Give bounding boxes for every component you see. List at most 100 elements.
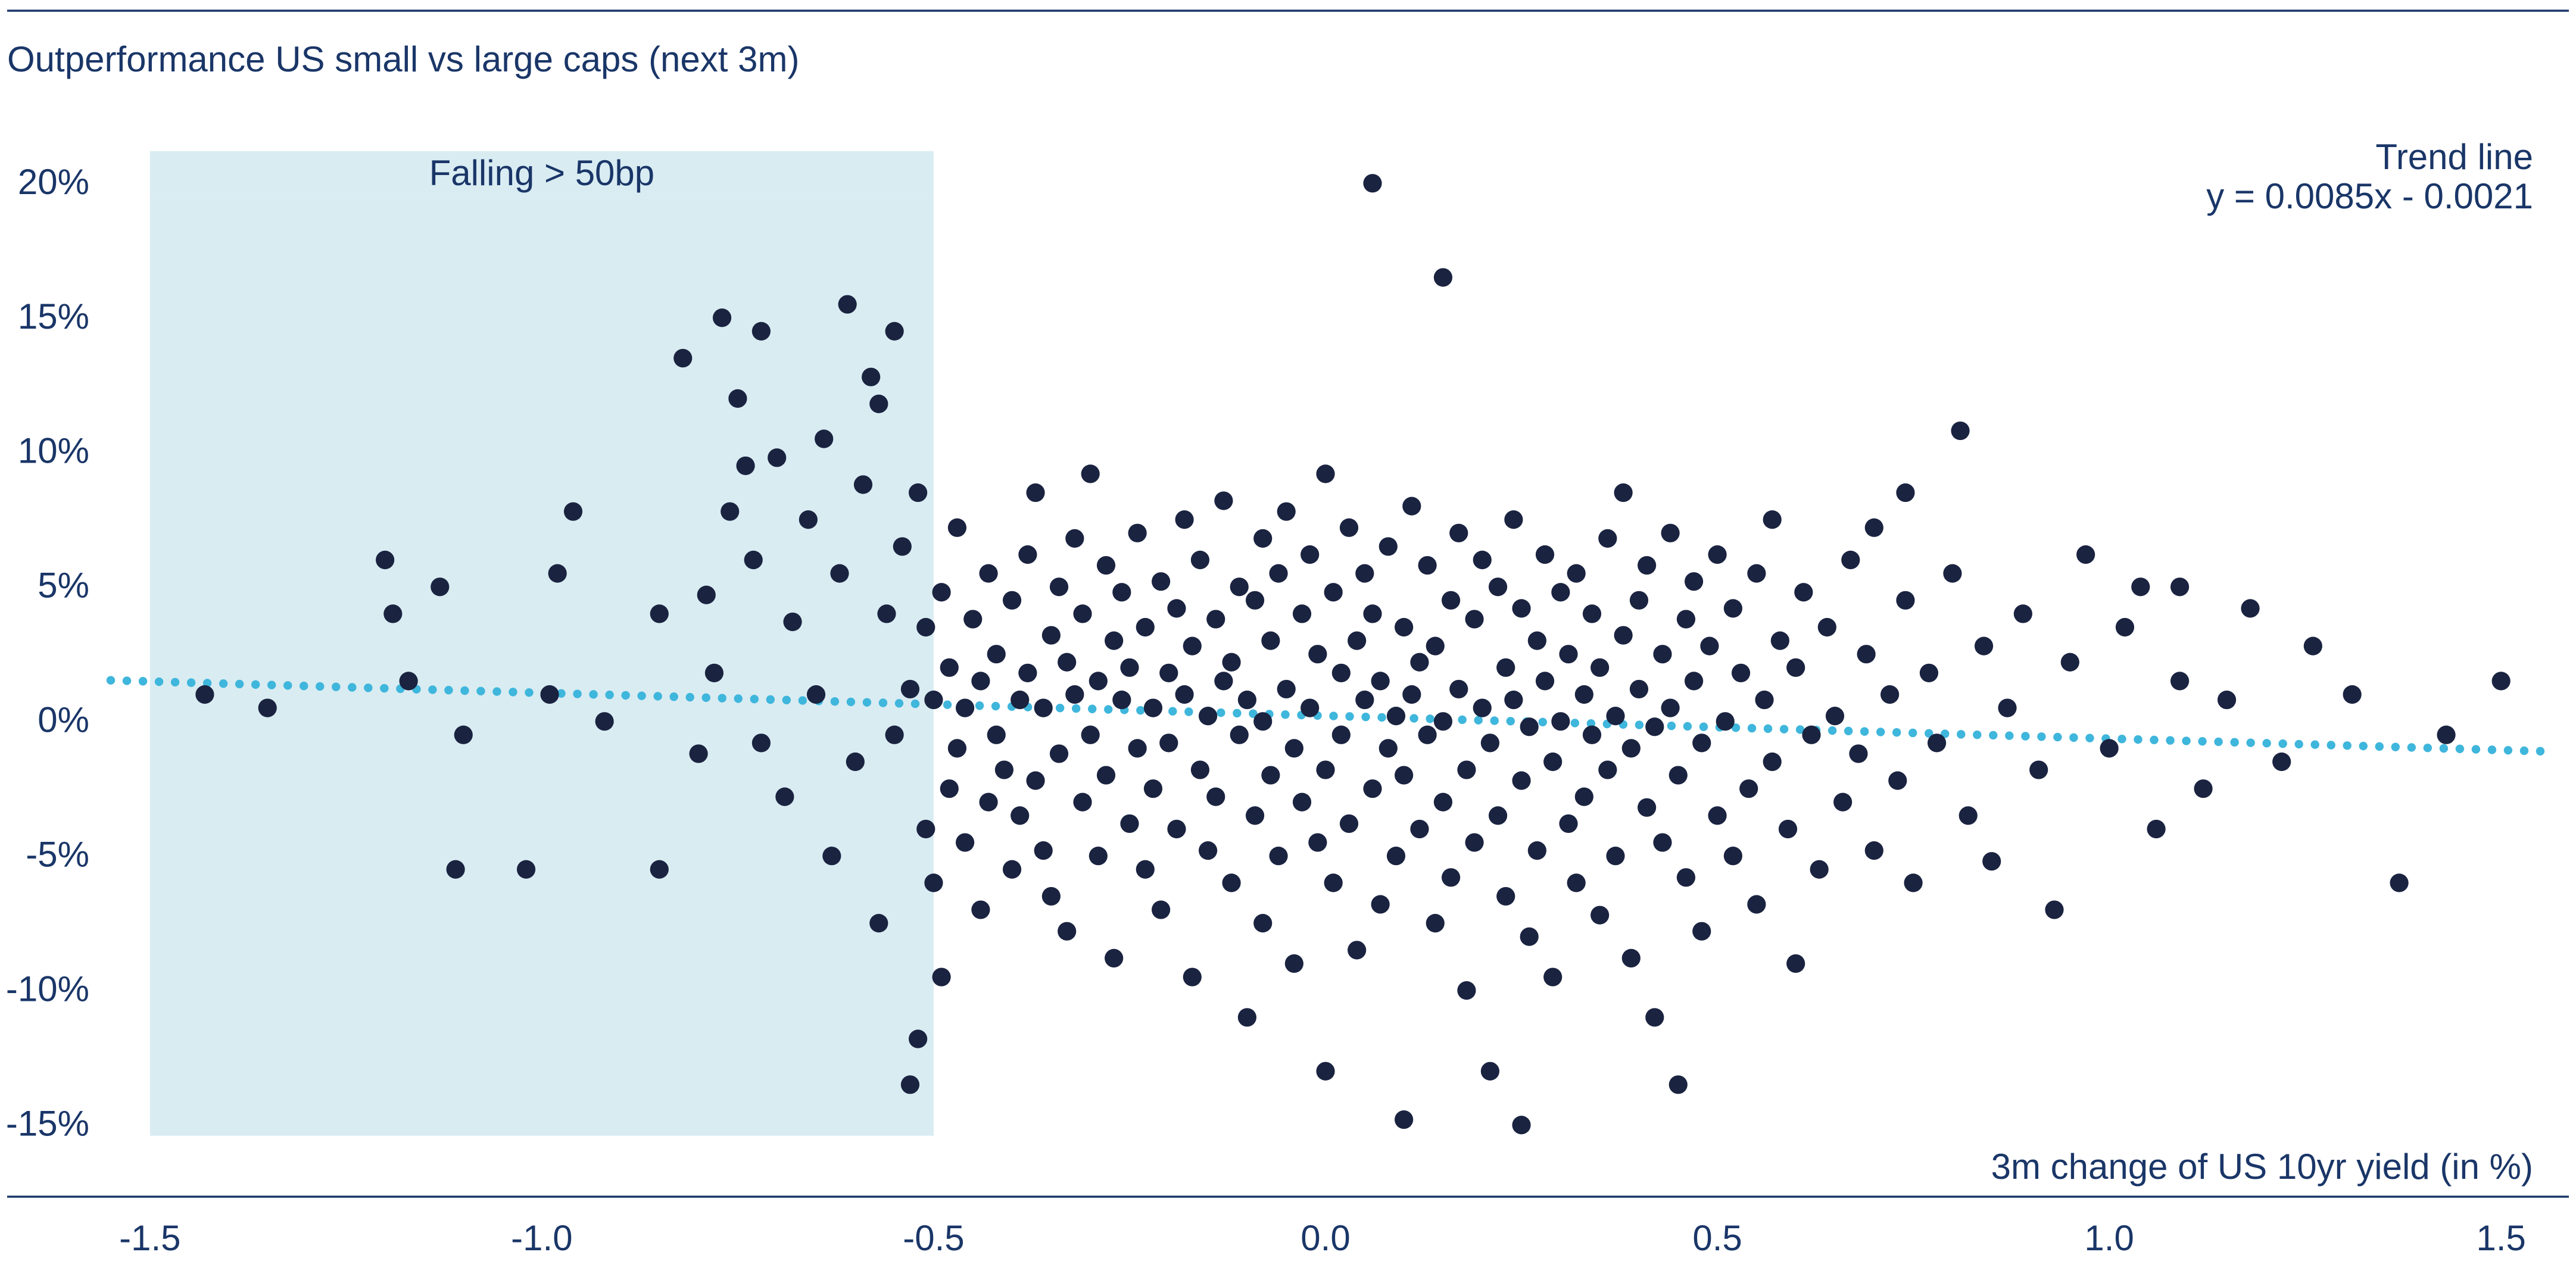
- data-point: [1058, 922, 1076, 941]
- data-point: [752, 733, 771, 752]
- data-point: [1050, 578, 1068, 596]
- y-tick-label: 20%: [18, 162, 89, 202]
- data-point: [1308, 645, 1327, 663]
- data-point: [689, 744, 707, 763]
- data-point: [1058, 653, 1076, 672]
- data-point: [1708, 806, 1726, 825]
- data-point: [1724, 847, 1742, 865]
- data-point: [1222, 653, 1240, 672]
- data-point: [1081, 464, 1100, 483]
- data-point: [1630, 680, 1648, 698]
- data-point: [1645, 1008, 1664, 1026]
- data-point: [885, 322, 904, 341]
- data-point: [1638, 556, 1656, 575]
- data-point: [1065, 529, 1084, 548]
- data-point: [1387, 707, 1405, 725]
- data-point: [877, 604, 896, 623]
- data-point: [1959, 806, 1978, 825]
- data-point: [564, 502, 582, 521]
- data-point: [1559, 645, 1577, 663]
- data-point: [1340, 814, 1358, 833]
- data-point: [1457, 981, 1476, 1000]
- data-point: [1449, 680, 1468, 698]
- data-point: [1395, 1110, 1413, 1129]
- data-point: [1426, 637, 1445, 656]
- data-point: [854, 475, 872, 494]
- data-point: [548, 564, 567, 583]
- data-point: [1802, 726, 1820, 744]
- data-point: [1442, 868, 1460, 887]
- data-point: [1928, 733, 1946, 752]
- data-point: [1159, 664, 1178, 682]
- data-point: [775, 788, 794, 806]
- data-point: [1214, 672, 1233, 690]
- data-point: [1732, 664, 1750, 682]
- data-point: [830, 564, 849, 583]
- data-point: [979, 793, 997, 811]
- data-point: [1183, 967, 1202, 986]
- data-point: [1661, 698, 1679, 717]
- y-tick-label: 5%: [38, 566, 89, 605]
- data-point: [1975, 637, 1993, 656]
- data-point: [1277, 502, 1296, 521]
- data-point: [1308, 833, 1327, 851]
- data-point: [1794, 583, 1813, 601]
- data-point: [783, 613, 802, 631]
- data-point: [1543, 967, 1562, 986]
- data-point: [744, 551, 763, 569]
- data-point: [1081, 726, 1100, 744]
- data-point: [721, 502, 739, 521]
- data-point: [2100, 739, 2119, 757]
- data-point: [1253, 914, 1272, 932]
- data-point: [1152, 572, 1170, 591]
- data-point: [924, 873, 943, 892]
- data-point: [995, 760, 1013, 779]
- data-point: [1700, 637, 1719, 656]
- data-point: [822, 847, 841, 865]
- data-point: [1340, 519, 1358, 537]
- data-point: [1246, 591, 1264, 610]
- data-point: [728, 389, 747, 408]
- data-point: [1301, 545, 1319, 564]
- data-point: [1065, 685, 1084, 704]
- data-point: [1779, 820, 1797, 838]
- data-point: [2014, 604, 2032, 623]
- y-tick-label: 10%: [18, 431, 89, 471]
- data-point: [1238, 1008, 1256, 1026]
- data-point: [1943, 564, 1961, 583]
- data-point: [807, 685, 825, 704]
- data-point: [1128, 524, 1147, 542]
- data-point: [1105, 632, 1123, 650]
- data-point: [1363, 604, 1381, 623]
- data-point: [1073, 793, 1091, 811]
- data-point: [1708, 545, 1726, 564]
- data-point: [1771, 632, 1789, 650]
- trend-line-label-1: Trend line: [2375, 137, 2533, 177]
- data-point: [1685, 672, 1703, 690]
- data-point: [1481, 1062, 1499, 1081]
- data-point: [1645, 717, 1664, 736]
- data-point: [1206, 788, 1225, 806]
- data-point: [1810, 860, 1829, 879]
- data-point: [909, 1029, 927, 1048]
- data-point: [1426, 914, 1445, 932]
- data-point: [1175, 685, 1193, 704]
- data-point: [1841, 551, 1860, 569]
- data-point: [1622, 739, 1641, 757]
- data-point: [1865, 841, 1883, 860]
- data-point: [2131, 578, 2150, 596]
- data-point: [1324, 873, 1343, 892]
- data-point: [1050, 744, 1068, 763]
- data-point: [1473, 551, 1492, 569]
- data-point: [1449, 524, 1468, 542]
- data-point: [1826, 707, 1844, 725]
- data-point: [1261, 766, 1280, 784]
- data-point: [1316, 1062, 1334, 1081]
- data-point: [1175, 510, 1193, 529]
- data-point: [1120, 814, 1139, 833]
- data-point: [454, 726, 473, 744]
- data-point: [1434, 712, 1452, 731]
- trend-line-label-2: y = 0.0085x - 0.0021: [2206, 176, 2533, 216]
- data-point: [1316, 760, 1334, 779]
- data-point: [869, 395, 888, 413]
